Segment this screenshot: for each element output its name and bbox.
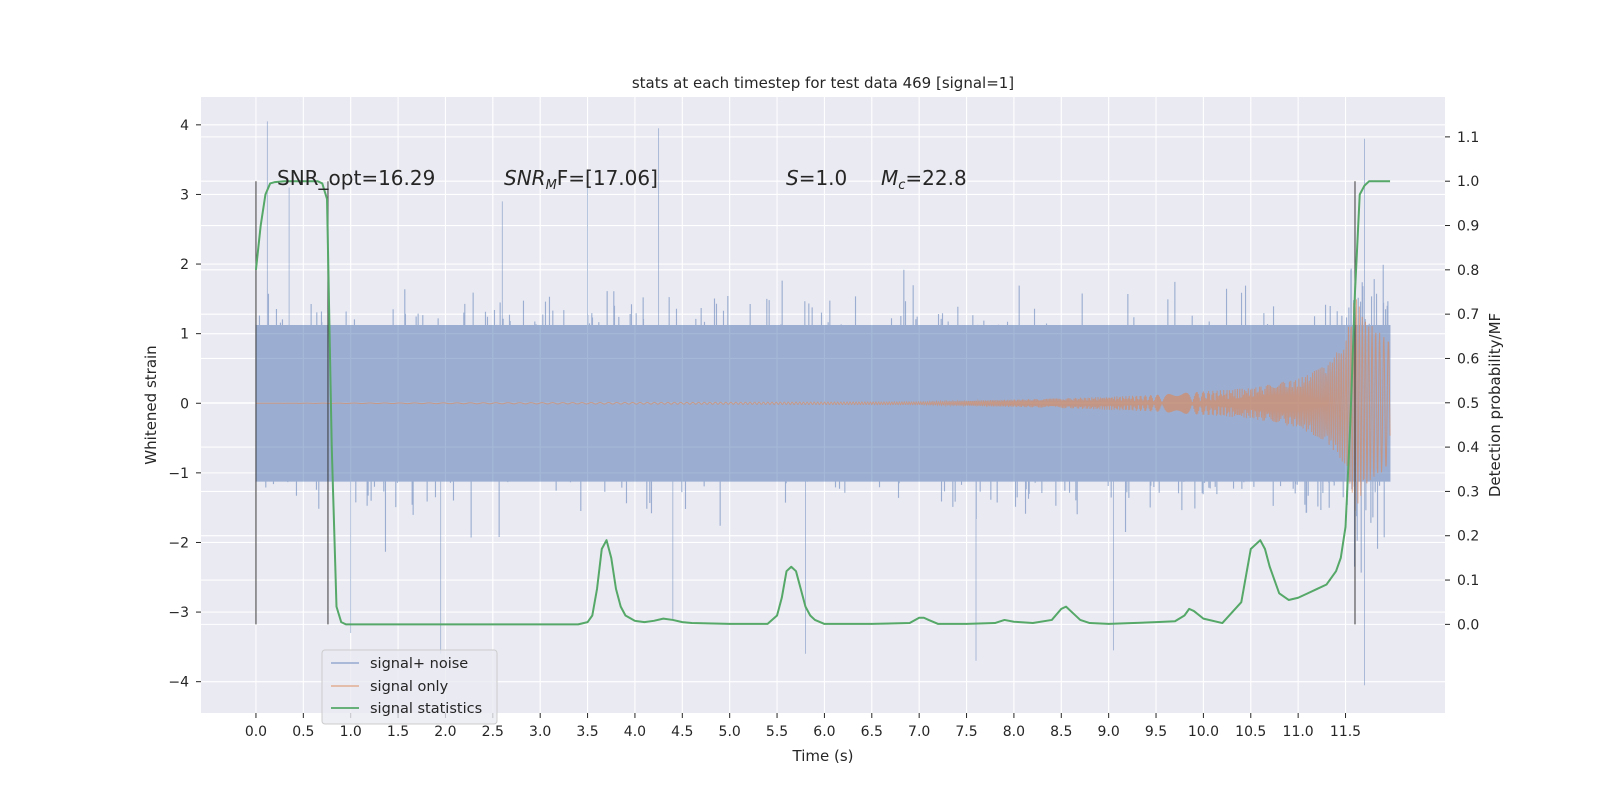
y-right-tick-label-4: 0.7 [1457, 307, 1479, 323]
annotation-chirp-mass: Mc=22.8 [881, 166, 967, 193]
signal-only-line [255, 299, 1391, 511]
x-tick-label-21: 10.5 [1235, 724, 1266, 740]
y-left-tick-label-6: −2 [168, 535, 189, 551]
x-tick-label-20: 10.0 [1188, 724, 1219, 740]
y-right-tick-label-11: 0.0 [1457, 617, 1479, 633]
y-right-tick-label-5: 0.6 [1457, 351, 1479, 367]
y-left-tick-label-0: 4 [180, 118, 189, 134]
x-tick-label-23: 11.5 [1330, 724, 1361, 740]
y-left-tick-label-4: 0 [180, 396, 189, 412]
x-tick-label-6: 3.0 [529, 724, 551, 740]
x-tick-label-7: 3.5 [576, 724, 598, 740]
x-tick-label-2: 1.0 [340, 724, 362, 740]
tick-labels: 0.0 0.5 1.0 1.5 2.0 2.5 3.0 3.5 4.0 4.5 5.0 5.5 6.0 6… [168, 118, 1479, 740]
y-right-tick-label-0: 1.1 [1457, 130, 1479, 146]
y-left-tick-label-7: −3 [168, 605, 189, 621]
legend-label-stats: signal statistics [370, 701, 482, 717]
y-left-tick-label-8: −4 [168, 675, 189, 691]
y-axis-left-label: Whitened strain [142, 345, 160, 464]
x-tick-label-16: 8.0 [1003, 724, 1025, 740]
y-left-tick-label-1: 3 [180, 187, 189, 203]
y-right-tick-label-1: 1.0 [1457, 174, 1479, 190]
signal-statistics-line [254, 180, 1391, 626]
annotation-snr-opt: SNR_opt=16.29 [277, 166, 435, 190]
x-tick-label-11: 5.5 [766, 724, 788, 740]
legend: signal+ noise signal only signal statist… [321, 649, 498, 725]
y-right-tick-label-10: 0.1 [1457, 573, 1479, 589]
x-tick-label-3: 1.5 [387, 724, 409, 740]
legend-label-signal: signal only [370, 679, 449, 695]
y-left-tick-label-3: 1 [180, 327, 189, 343]
x-tick-label-5: 2.5 [482, 724, 504, 740]
y-right-tick-label-8: 0.3 [1457, 484, 1479, 500]
annotation-snr-mf: SNRMF=[17.06] [504, 166, 658, 193]
series-signal-statistics [254, 180, 1391, 626]
x-tick-label-14: 7.0 [908, 724, 930, 740]
legend-box [321, 649, 498, 725]
x-tick-label-22: 11.0 [1283, 724, 1314, 740]
y-right-tick-label-9: 0.2 [1457, 529, 1479, 545]
series-signal-only [255, 299, 1391, 511]
x-tick-label-10: 5.0 [719, 724, 741, 740]
y-right-tick-label-6: 0.5 [1457, 396, 1479, 412]
x-tick-label-15: 7.5 [955, 724, 977, 740]
y-left-tick-label-5: −1 [168, 466, 189, 482]
chart-title: stats at each timestep for test data 469… [632, 74, 1014, 92]
x-tick-label-18: 9.0 [1098, 724, 1120, 740]
x-tick-label-17: 8.5 [1050, 724, 1072, 740]
x-tick-label-8: 4.0 [624, 724, 646, 740]
x-tick-label-13: 6.5 [861, 724, 883, 740]
annotation-s-value: S=1.0 [786, 166, 847, 190]
x-tick-label-4: 2.0 [434, 724, 456, 740]
x-tick-label-12: 6.0 [813, 724, 835, 740]
y-right-tick-label-2: 0.9 [1457, 219, 1479, 235]
x-tick-label-0: 0.0 [245, 724, 267, 740]
x-tick-label-19: 9.5 [1145, 724, 1167, 740]
x-tick-label-1: 0.5 [292, 724, 314, 740]
x-axis-label: Time (s) [792, 747, 854, 765]
y-right-tick-label-3: 0.8 [1457, 263, 1479, 279]
y-axis-right-label: Detection probability/MF [1486, 313, 1504, 497]
x-tick-label-9: 4.5 [671, 724, 693, 740]
legend-label-noise: signal+ noise [370, 656, 468, 672]
y-left-tick-label-2: 2 [180, 257, 189, 273]
y-right-tick-label-7: 0.4 [1457, 440, 1479, 456]
